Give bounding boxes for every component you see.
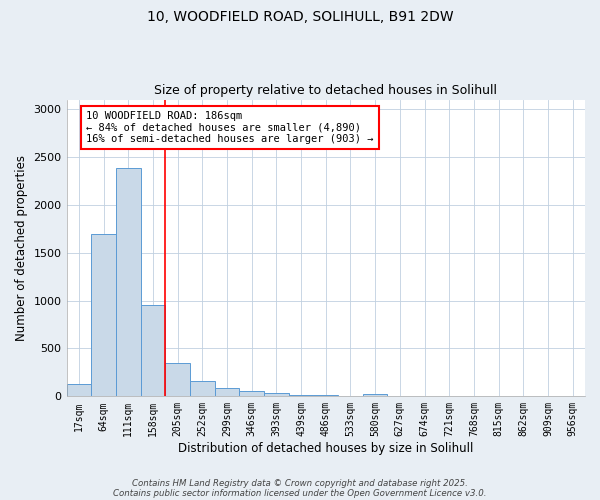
Text: Contains HM Land Registry data © Crown copyright and database right 2025.: Contains HM Land Registry data © Crown c… [132, 478, 468, 488]
Bar [239, 390, 264, 396]
Text: 10 WOODFIELD ROAD: 186sqm
← 84% of detached houses are smaller (4,890)
16% of se: 10 WOODFIELD ROAD: 186sqm ← 84% of detac… [86, 111, 374, 144]
Bar [289, 395, 313, 396]
Bar [165, 363, 190, 396]
Bar [67, 384, 91, 396]
Y-axis label: Number of detached properties: Number of detached properties [15, 155, 28, 341]
X-axis label: Distribution of detached houses by size in Solihull: Distribution of detached houses by size … [178, 442, 473, 455]
Bar [363, 394, 388, 396]
Title: Size of property relative to detached houses in Solihull: Size of property relative to detached ho… [154, 84, 497, 97]
Bar [215, 388, 239, 396]
Bar [190, 381, 215, 396]
Text: 10, WOODFIELD ROAD, SOLIHULL, B91 2DW: 10, WOODFIELD ROAD, SOLIHULL, B91 2DW [146, 10, 454, 24]
Bar [91, 234, 116, 396]
Bar [116, 168, 140, 396]
Text: Contains public sector information licensed under the Open Government Licence v3: Contains public sector information licen… [113, 488, 487, 498]
Bar [264, 392, 289, 396]
Bar [140, 306, 165, 396]
